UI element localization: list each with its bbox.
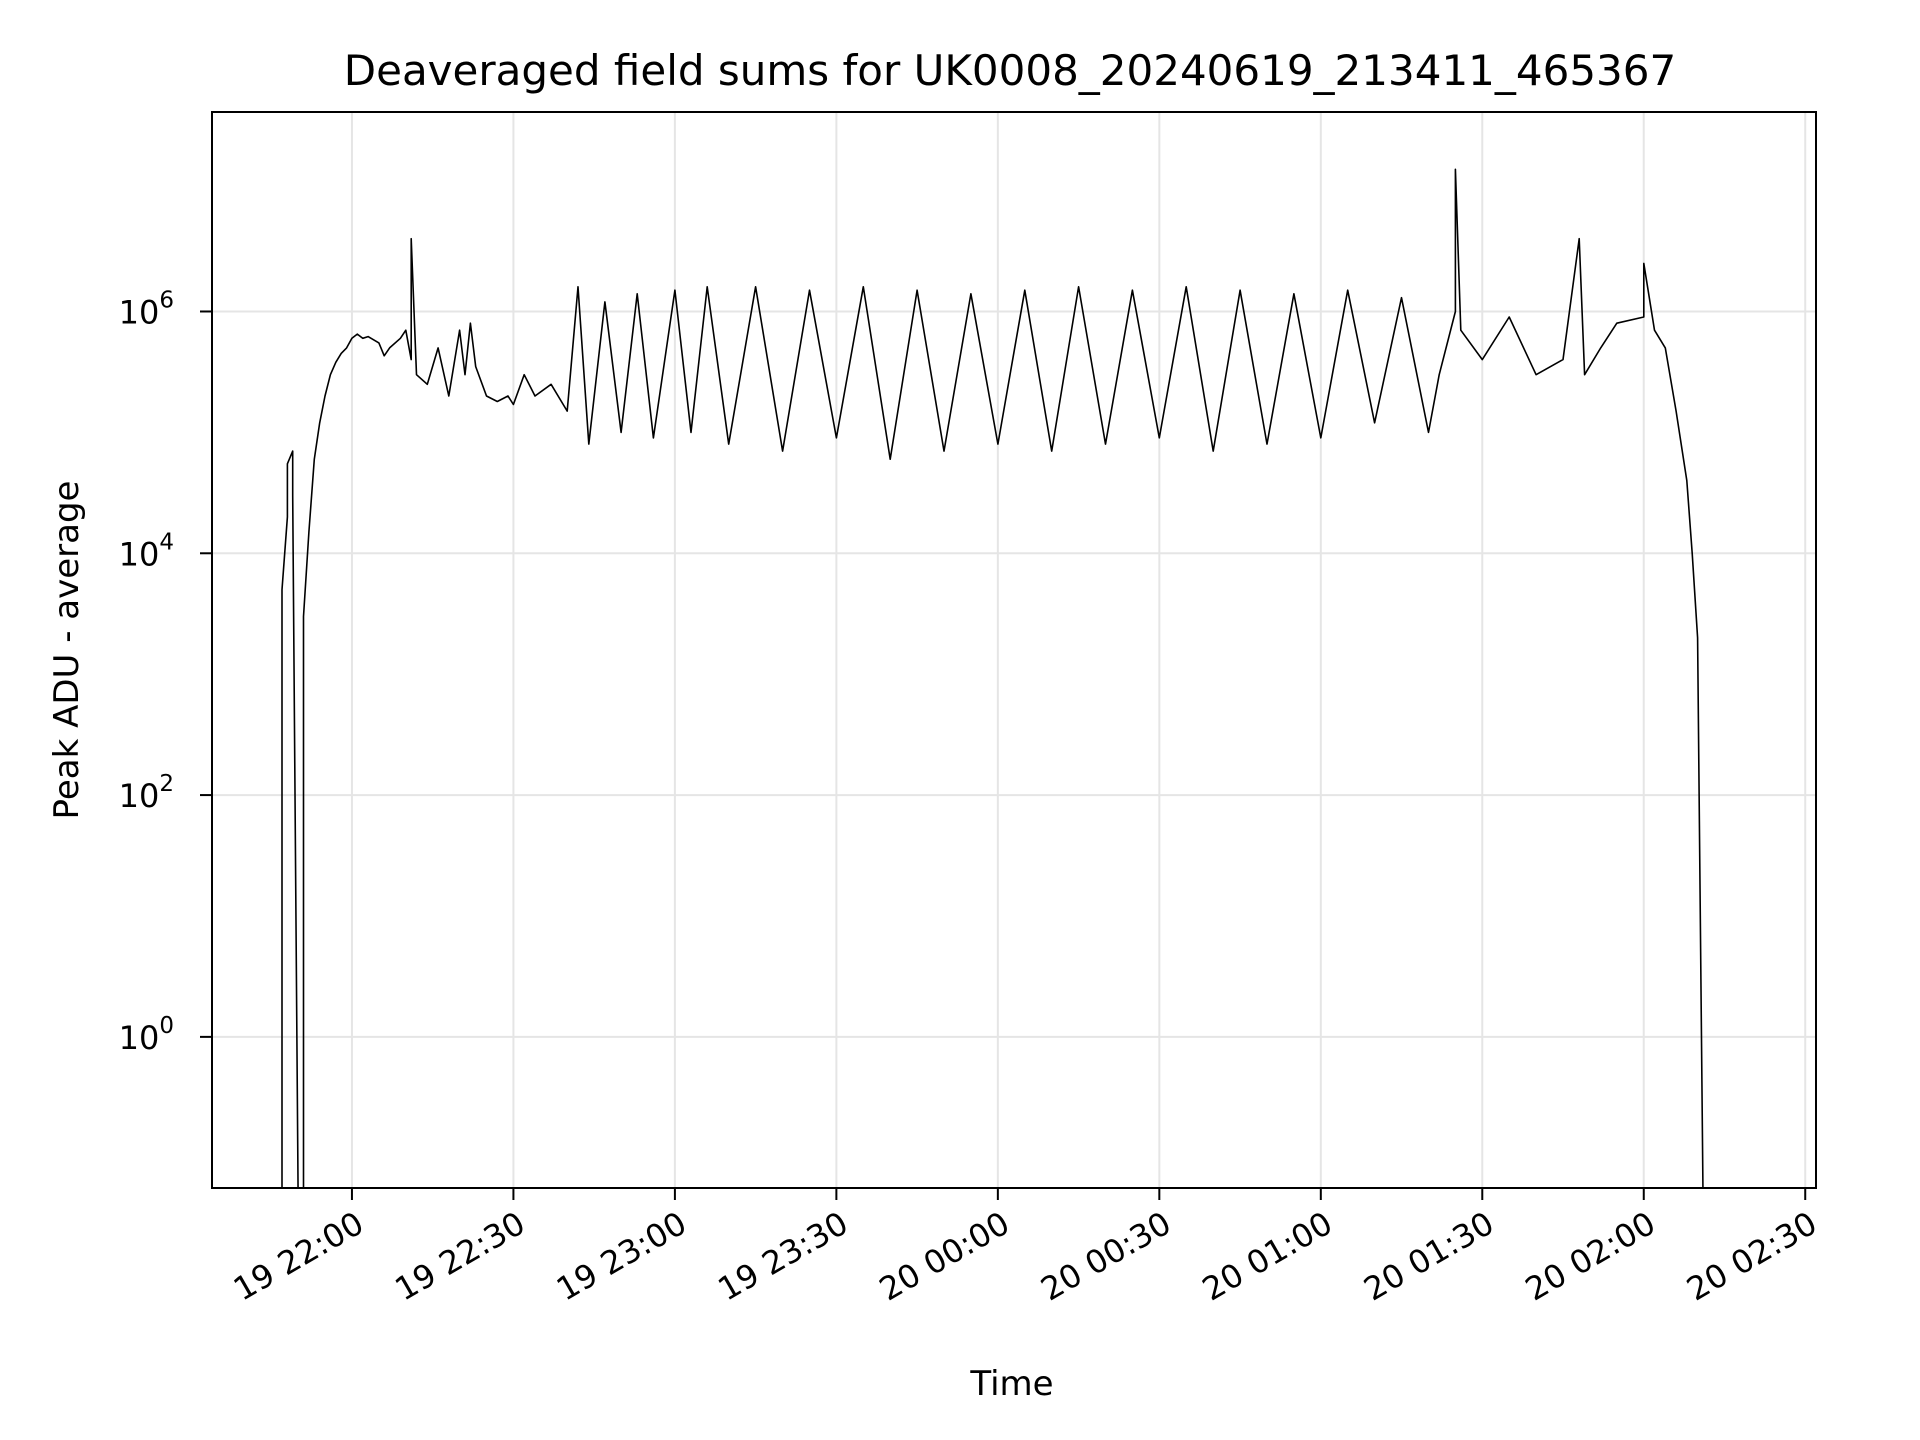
y-tick-label: 102 — [119, 771, 174, 815]
chart-title: Deaveraged field sums for UK0008_2024061… — [344, 46, 1676, 95]
y-axis-label: Peak ADU - average — [47, 481, 87, 820]
x-axis-label: Time — [969, 1364, 1053, 1404]
plot-frame — [211, 111, 1817, 1189]
y-tick-label: 100 — [119, 1013, 174, 1057]
series-line — [281, 168, 1704, 1188]
y-tick-label: 106 — [119, 287, 174, 331]
y-axis: 100 102 104 106 — [119, 287, 212, 1057]
plot-area — [281, 168, 1704, 1188]
y-tick-label: 104 — [119, 529, 174, 573]
